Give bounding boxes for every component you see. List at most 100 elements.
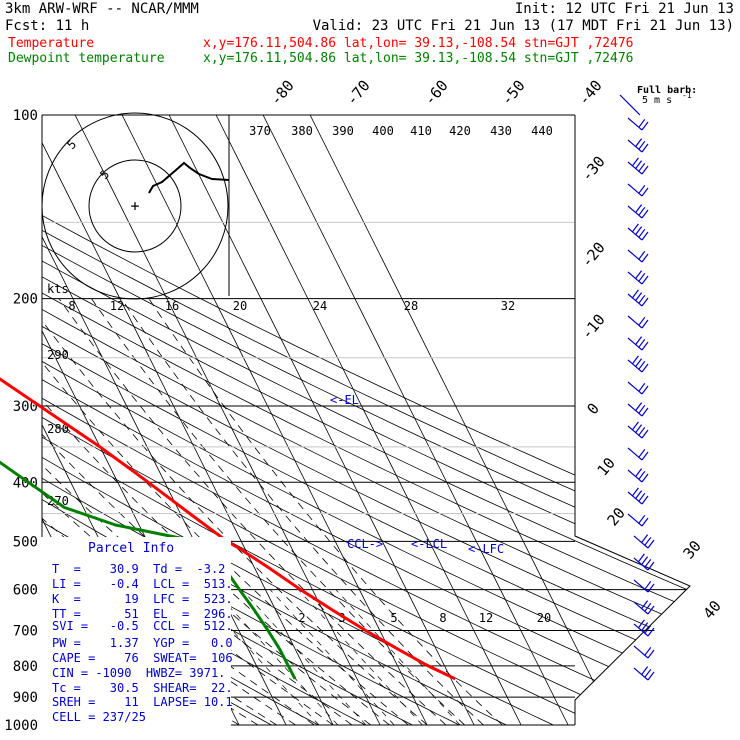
theta-label: 390 [332,124,354,138]
barb-flag [631,289,639,299]
wind-barb [627,315,649,329]
mixing-ratio-label: 2 [298,611,305,625]
barb-flag [641,534,649,543]
wind-barb [627,336,649,351]
barb-flag [641,231,649,241]
barb-flag [635,424,643,433]
barb-shaft [627,205,643,219]
barb-shaft [627,293,643,307]
barb-flag [647,583,655,593]
hodograph-speed-label: 32 [501,299,515,313]
barb-flag [641,121,649,131]
barb-flag [637,619,645,629]
barb-flag [638,162,646,172]
barb-flag [638,140,646,150]
barb-flag [631,487,639,497]
moist-adiabat [42,298,353,725]
barb-shaft [627,249,643,263]
isotherm-line [309,115,616,725]
theta-label: 370 [249,124,271,138]
barb-flag [644,580,652,590]
wind-barb [627,355,649,373]
isotherm-label: -20 [578,239,609,271]
barb-flag [635,204,643,213]
theta-label: 430 [490,124,512,138]
barb-flag [637,553,645,563]
temperature-legend: Temperature [8,36,94,51]
parcel-row: CAPE = 76 SWEAT= 106 [52,651,233,665]
barb-flag [641,429,649,439]
barb-flag [638,228,646,238]
barb-shaft [633,579,649,593]
hodograph-center: + [130,197,139,215]
wind-barb [627,402,649,417]
wind-barb [633,553,655,571]
parcel-row: PW = 1.37 YGP = 0.0 [52,636,233,650]
barb-shaft [627,271,643,285]
barb-flag [635,402,643,411]
barb-flag [641,363,649,373]
parcel-row: SREH = 11 LAPSE= 10.1 [52,695,233,709]
isotherm-label: -70 [343,77,374,109]
dry-adiabat [42,115,648,725]
barb-shaft [627,227,643,241]
barb-flag [638,250,646,260]
barb-flag [641,187,649,197]
barb-flag [644,602,652,612]
barb-shaft [627,513,643,527]
isotherm-label: -10 [578,311,609,343]
barb-shaft [633,601,649,615]
wind-barb [627,223,649,241]
barb-flag [631,421,639,431]
pressure-tick-label: 300 [13,399,38,415]
barb-shaft [633,557,649,571]
wind-barb [633,579,655,593]
theta-label: 380 [291,124,313,138]
isotherm-label: 20 [603,504,628,529]
barb-flag [635,226,643,235]
wind-barb [627,204,649,219]
barb-flag [644,624,652,634]
barb-flag [638,382,646,392]
dry-adiabat [42,115,601,725]
theta-label: 410 [410,124,432,138]
barb-shaft [627,403,643,417]
barb-flag [641,165,649,175]
barb-flag [641,622,649,631]
barb-legend-title: Full barb: [637,85,697,96]
barb-flag [647,561,655,571]
pressure-tick-label: 500 [13,534,38,550]
hodograph-speed-label: 16 [165,299,179,313]
barb-flag [635,336,643,345]
legend-barb [619,94,641,116]
wind-barb [627,513,649,527]
hodograph-speed-label: 28 [404,299,418,313]
sounding-profiles [0,377,456,681]
isotherm-line [262,115,569,725]
barb-flag [638,448,646,458]
wind-barb [633,666,655,681]
pressure-tick-label: 800 [13,659,38,675]
barb-flag [635,270,643,279]
barb-flag [641,451,649,461]
barb-shaft [627,381,643,395]
barb-shaft [633,645,649,659]
barb-flag [631,355,639,365]
barb-flag [638,316,646,326]
parcel-row: K = 19 LFC = 523. [52,592,233,606]
barb-flag [641,495,649,505]
parcel-row: T = 30.9 Td = -3.2 [52,562,225,576]
barb-flag [638,492,646,502]
wind-barb [627,183,649,197]
barb-flag [644,558,652,568]
hodograph-speed-label: 24 [313,299,327,313]
isotherm-label: -50 [498,77,529,109]
parcel-row: TT = 51 EL = 296. [52,607,233,621]
barb-shaft [633,667,649,681]
wind-barb [627,157,649,175]
hodograph-speed-label: 8 [68,299,75,313]
barb-shaft [627,315,643,329]
barb-shaft [627,183,643,197]
